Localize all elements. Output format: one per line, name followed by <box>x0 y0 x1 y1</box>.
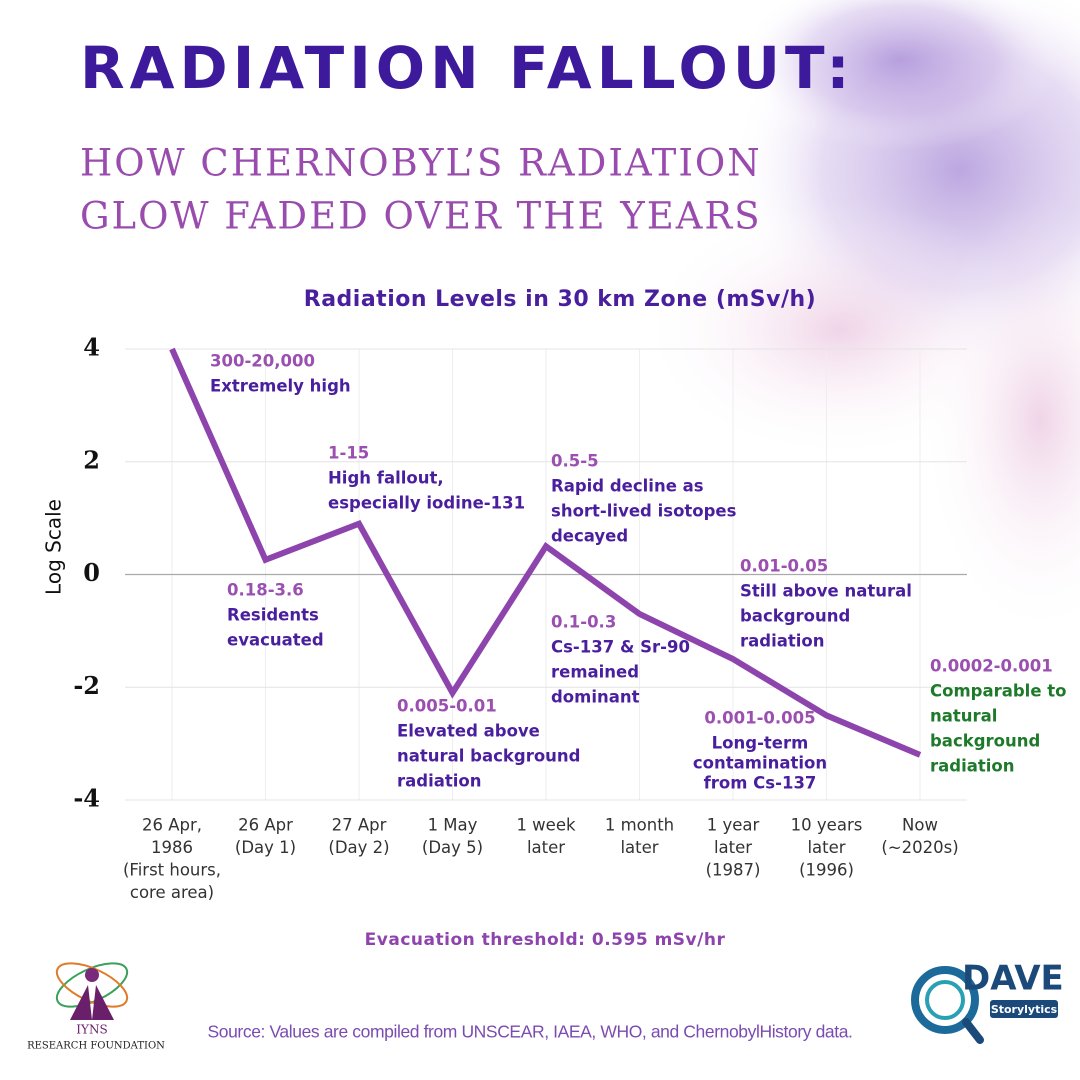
annotation-text: Still above natural <box>740 582 912 601</box>
annotation-text: Extremely high <box>210 377 351 396</box>
line <box>169 347 922 758</box>
annotation-text: especially iodine-131 <box>328 494 525 513</box>
annotation-range: 300-20,000 <box>210 352 315 371</box>
annotation-range: 0.5-5 <box>551 452 599 471</box>
annotation-range: 0.18-3.6 <box>227 581 304 600</box>
annotation-text: Rapid decline as <box>551 477 704 496</box>
x-tick-label: 27 Apr <box>332 816 387 835</box>
x-tick-label: 1 month <box>605 816 674 835</box>
annotation-text: natural <box>930 707 997 726</box>
x-tick-label: 26 Apr <box>238 816 293 835</box>
logo-text: DAVE <box>962 959 1064 999</box>
y-tick-label: 2 <box>83 445 100 474</box>
annotation-text: remained <box>551 663 639 682</box>
logo-text: IYNS <box>76 1023 107 1037</box>
y-axis-label: Log Scale <box>42 499 66 595</box>
y-tick-label: -2 <box>73 671 100 700</box>
y-tick-label: -4 <box>73 784 100 813</box>
x-tick-label: (Day 5) <box>422 838 483 857</box>
source: Source: Values are compiled from UNSCEAR… <box>207 1022 852 1042</box>
x-tick-label: 1 week <box>516 816 576 835</box>
annotation-range: 0.0002-0.001 <box>930 657 1053 676</box>
x-tick-label: later <box>807 838 845 857</box>
x-tick-label: 1 year <box>707 816 760 835</box>
annotation-range: 0.1-0.3 <box>551 613 616 632</box>
page-subtitle: HOW CHERNOBYL’S RADIATION <box>80 142 762 185</box>
annotation-text: Long-term <box>712 734 809 753</box>
x-tick-label: (First hours, <box>123 861 221 880</box>
x-tick-label: 1986 <box>151 838 193 857</box>
annotation-text: evacuated <box>227 631 324 650</box>
annotation-text: dominant <box>551 688 640 707</box>
annotation-text: background <box>740 607 850 626</box>
page-subtitle: GLOW FADED OVER THE YEARS <box>80 195 762 238</box>
x-tick-label: later <box>620 838 658 857</box>
annotation-text: Comparable to <box>930 682 1066 701</box>
annotation-text: decayed <box>551 527 628 546</box>
x-tick-label: Now <box>902 816 938 835</box>
annotation-text: short-lived isotopes <box>551 502 737 521</box>
x-tick-label: 10 years <box>791 816 863 835</box>
x-tick-label: 1 May <box>428 816 478 835</box>
footnote: Evacuation threshold: 0.595 mSv/hr <box>365 930 726 950</box>
watercolor-background <box>640 0 1080 640</box>
x-tick-label: (Day 2) <box>328 838 389 857</box>
x-tick-label: (1987) <box>706 861 761 880</box>
annotation-text: Cs-137 & Sr-90 <box>551 638 690 657</box>
annotation-range: 0.001-0.005 <box>704 709 815 728</box>
annotation-range: 0.01-0.05 <box>740 557 828 576</box>
annotation-range: 0.005-0.01 <box>397 697 497 716</box>
x-tick-label: later <box>527 838 565 857</box>
x-tick-label: core area) <box>130 883 214 902</box>
y-tick-label: 4 <box>83 333 100 362</box>
x-tick-label: (1996) <box>799 861 854 880</box>
annotation-text: High fallout, <box>328 469 444 488</box>
annotation-text: radiation <box>740 632 825 651</box>
logo-text: Storylytics <box>991 1003 1058 1016</box>
annotation-text: natural background <box>397 747 580 766</box>
y-tick-label: 0 <box>83 558 100 587</box>
annotation-text: contamination <box>693 754 827 773</box>
x-tick-label: (~2020s) <box>881 838 958 857</box>
annotation-text: background <box>930 732 1040 751</box>
chart-title: Radiation Levels in 30 km Zone (mSv/h) <box>304 287 817 312</box>
right-logo: DAVE Storylytics <box>911 959 1064 1044</box>
annotation-text: from Cs-137 <box>704 774 817 793</box>
left-logo: IYNS RESEARCH FOUNDATION <box>27 962 165 1052</box>
plot: 4 2 0 -2 -4 26 Apr, 1986 (First hours, core area… <box>73 333 1066 903</box>
annotation-text: radiation <box>930 757 1015 776</box>
annotation-range: 1-15 <box>328 444 369 463</box>
x-tick-label: 26 Apr, <box>142 816 202 835</box>
x-tick-label: (Day 1) <box>235 838 296 857</box>
annotation-text: Elevated above <box>397 722 540 741</box>
annotation-text: radiation <box>397 772 482 791</box>
page-title: RADIATION FALLOUT: <box>80 34 855 102</box>
x-tick-label: later <box>714 838 752 857</box>
logo-text: RESEARCH FOUNDATION <box>27 1041 165 1052</box>
annotation-text: Residents <box>227 606 319 625</box>
